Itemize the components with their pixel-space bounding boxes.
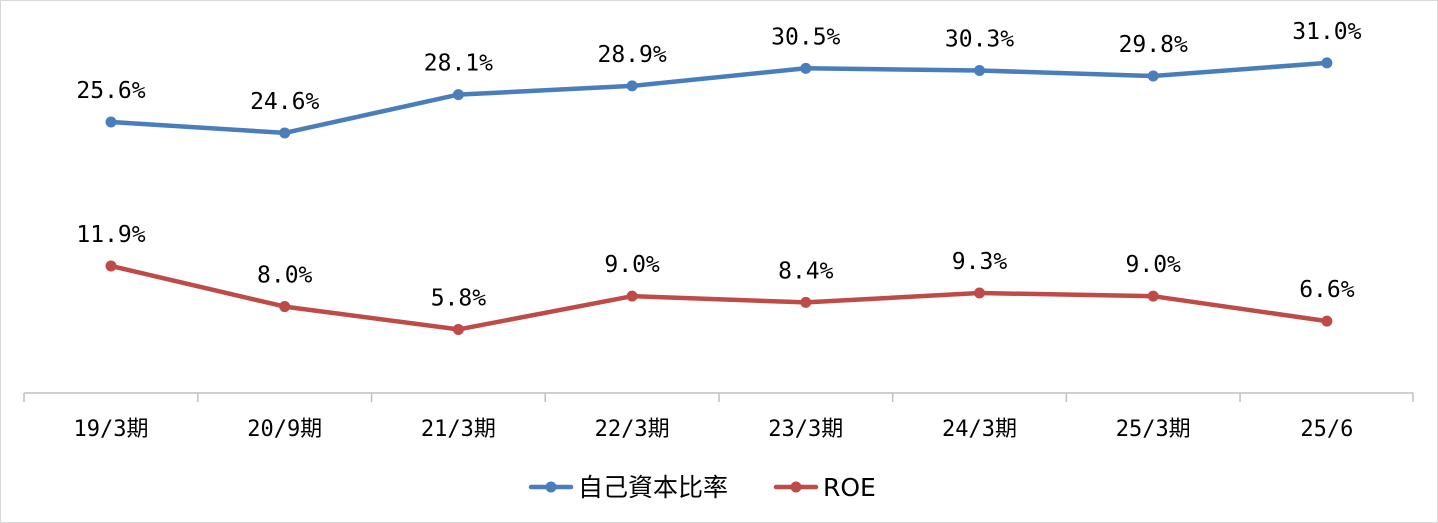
data-point [800, 62, 812, 74]
x-tick-label: 24/3期 [942, 417, 1017, 442]
data-label: 25.6% [76, 78, 145, 104]
data-point [1321, 57, 1333, 69]
data-label: 5.8% [431, 285, 487, 311]
plot-area: 19/3期 20/9期 21/3期 22/3期 23/3期 24/3期 25/3期 25/6 2… [23, 19, 1414, 442]
data-point [452, 323, 464, 335]
x-tick-label: 19/3期 [74, 417, 149, 442]
data-label: 30.5% [771, 24, 840, 50]
data-point [452, 89, 464, 101]
legend-label: 自己資本比率 [578, 473, 728, 502]
x-tick-label: 21/3期 [421, 417, 496, 442]
data-point [974, 65, 985, 77]
data-label: 11.9% [76, 222, 145, 248]
x-tick-label: 20/9期 [247, 417, 322, 442]
data-label: 30.3% [945, 27, 1014, 53]
x-tick-label: 23/3期 [768, 417, 843, 442]
x-tick-label: 25/3期 [1116, 417, 1191, 442]
data-point [800, 296, 812, 308]
data-point [626, 290, 638, 302]
data-label: 31.0% [1292, 19, 1361, 45]
legend-label: ROE [823, 473, 876, 502]
data-label: 28.1% [424, 51, 493, 77]
legend-swatch-marker [790, 481, 802, 493]
series-line-equity-ratio [108, 60, 1330, 136]
series-line-roe [108, 263, 1330, 332]
data-point [1147, 70, 1159, 82]
data-label: 9.3% [952, 249, 1008, 275]
data-point [279, 301, 291, 313]
data-point [105, 116, 117, 128]
x-tick-label: 22/3期 [595, 417, 670, 442]
data-label: 24.6% [250, 89, 319, 115]
legend: 自己資本比率 ROE [528, 473, 876, 502]
data-point [1321, 315, 1333, 327]
data-label: 8.4% [778, 258, 834, 284]
data-point [279, 127, 291, 139]
data-label: 29.8% [1119, 32, 1188, 58]
data-label: 9.0% [604, 252, 660, 278]
x-tick-label: 25/6 [1300, 417, 1353, 442]
data-point [105, 260, 117, 272]
data-point [1147, 290, 1159, 302]
data-label: 9.0% [1126, 252, 1182, 278]
data-label: 8.0% [257, 263, 313, 289]
data-point [974, 287, 985, 299]
data-point [626, 80, 638, 92]
data-label: 28.9% [597, 42, 666, 68]
data-label: 6.6% [1299, 277, 1355, 303]
legend-swatch-marker [545, 481, 557, 493]
